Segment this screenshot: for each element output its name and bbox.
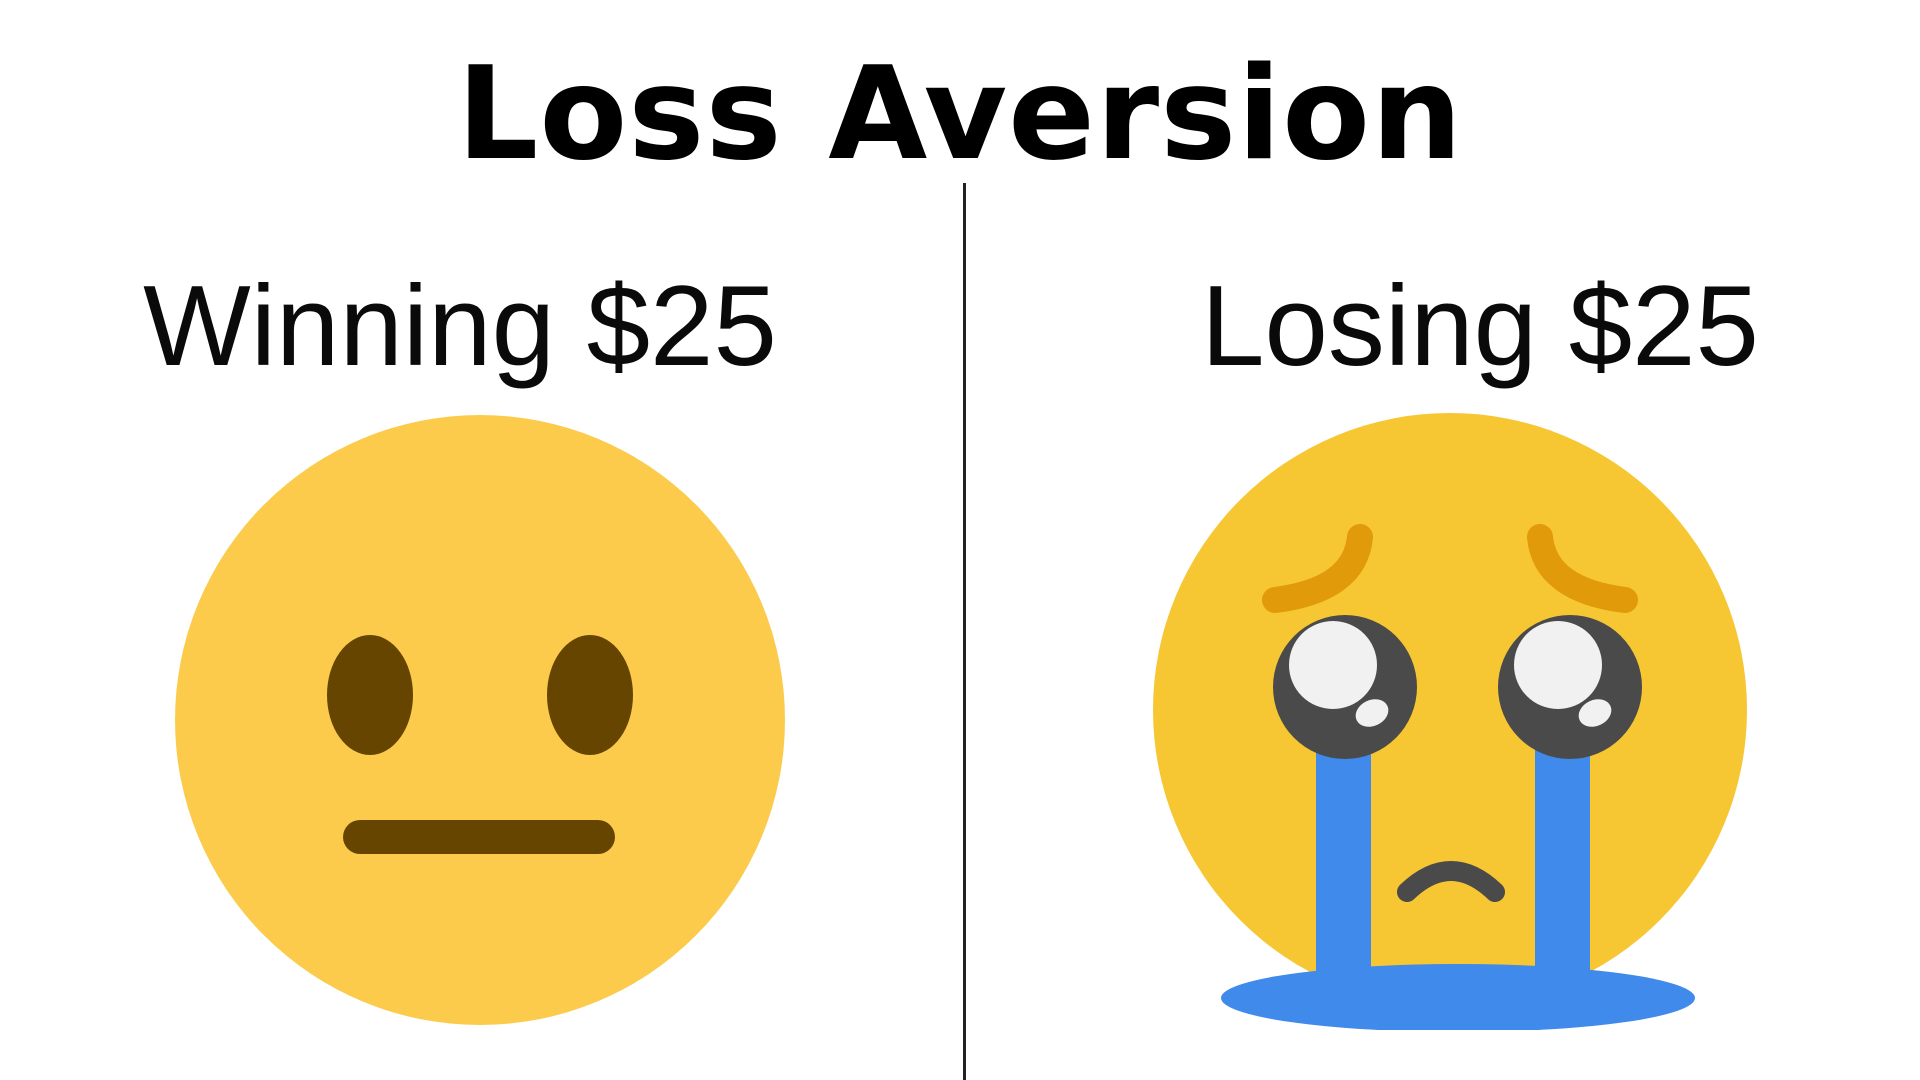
crying-face-right-eye-highlight [1514,621,1602,709]
losing-label: Losing $25 [1201,263,1759,390]
tear-puddle [1221,964,1695,1030]
neutral-face-mouth [343,820,615,854]
crying-face-mouth [1397,861,1505,902]
neutral-face-icon [175,415,785,1025]
neutral-face-right-eye [547,635,633,755]
vertical-divider [963,183,966,1080]
page-title: Loss Aversion [456,40,1464,189]
crying-face-left-eye-glint [1355,699,1389,727]
neutral-face-left-eye [327,635,413,755]
crying-face-left-eyebrow [1262,524,1373,613]
crying-face-right-eye-glint [1578,699,1612,727]
crying-face-icon [1153,413,1747,1030]
winning-label: Winning $25 [143,263,777,390]
crying-face-right-eyebrow [1527,524,1638,613]
crying-face-left-eye-highlight [1289,621,1377,709]
crying-face-head [1153,413,1747,1007]
neutral-face-head [175,415,785,1025]
